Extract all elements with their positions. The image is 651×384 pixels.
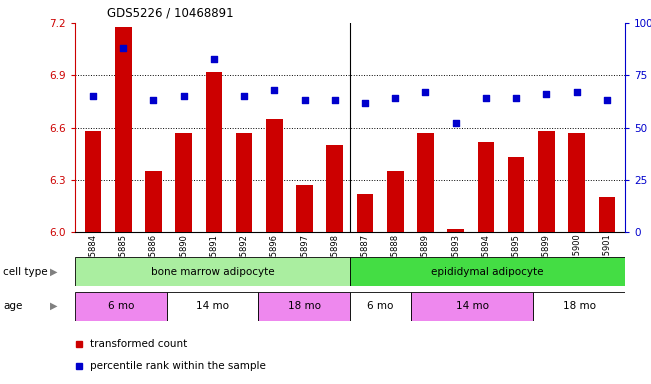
Text: cell type: cell type [3, 266, 48, 277]
Bar [478, 142, 494, 232]
Point [541, 91, 551, 97]
Point [421, 89, 431, 95]
Text: age: age [3, 301, 23, 311]
Text: ▶: ▶ [49, 266, 57, 277]
Point [602, 98, 612, 104]
Bar [387, 171, 404, 232]
Point [572, 89, 582, 95]
Bar [357, 194, 373, 232]
Text: epididymal adipocyte: epididymal adipocyte [431, 266, 544, 277]
Point [88, 93, 98, 99]
Text: bone marrow adipocyte: bone marrow adipocyte [150, 266, 274, 277]
Bar [258, 292, 350, 321]
Point [329, 98, 340, 104]
Point [118, 45, 128, 51]
Text: GDS5226 / 10468891: GDS5226 / 10468891 [107, 6, 234, 19]
Bar [533, 292, 625, 321]
Text: percentile rank within the sample: percentile rank within the sample [90, 361, 266, 371]
Bar [296, 185, 313, 232]
Bar [350, 257, 625, 286]
Bar [75, 257, 350, 286]
Bar [538, 131, 555, 232]
Text: ▶: ▶ [49, 301, 57, 311]
Bar [417, 133, 434, 232]
Point [511, 95, 521, 101]
Bar [236, 133, 253, 232]
Bar [175, 133, 192, 232]
Bar [145, 171, 161, 232]
Point [360, 99, 370, 106]
Bar [327, 145, 343, 232]
Text: 6 mo: 6 mo [367, 301, 394, 311]
Bar [598, 197, 615, 232]
Bar [266, 119, 283, 232]
Point [148, 98, 159, 104]
Point [390, 95, 400, 101]
Bar [115, 26, 132, 232]
Bar [411, 292, 533, 321]
Text: 18 mo: 18 mo [562, 301, 596, 311]
Bar [447, 229, 464, 232]
Text: 14 mo: 14 mo [196, 301, 229, 311]
Text: 14 mo: 14 mo [456, 301, 489, 311]
Bar [167, 292, 258, 321]
Point [178, 93, 189, 99]
Point [299, 98, 310, 104]
Text: 18 mo: 18 mo [288, 301, 320, 311]
Bar [350, 292, 411, 321]
Bar [75, 292, 167, 321]
Point [209, 56, 219, 62]
Text: transformed count: transformed count [90, 339, 187, 349]
Point [450, 121, 461, 127]
Bar [508, 157, 525, 232]
Point [239, 93, 249, 99]
Point [269, 87, 279, 93]
Bar [85, 131, 102, 232]
Text: 6 mo: 6 mo [107, 301, 134, 311]
Bar [206, 72, 222, 232]
Bar [568, 133, 585, 232]
Point [480, 95, 491, 101]
